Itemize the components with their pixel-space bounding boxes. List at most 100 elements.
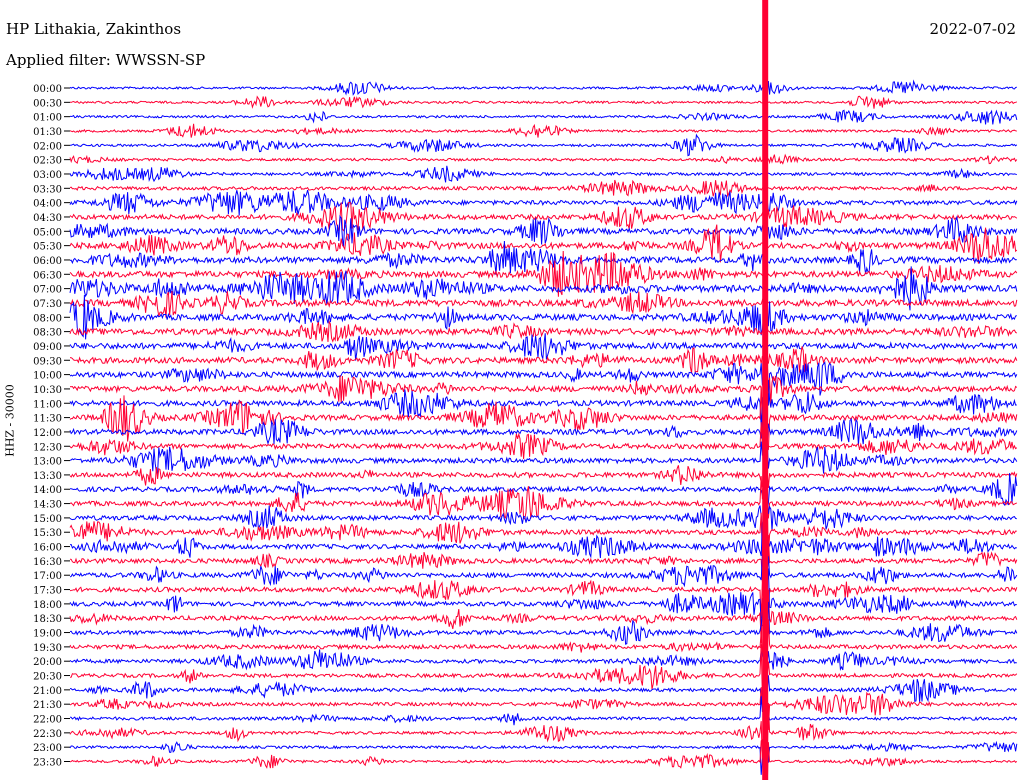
trace-row (69, 738, 1018, 780)
row-time-label: 03:30 (33, 184, 62, 195)
row-time-label: 18:30 (33, 614, 62, 625)
row-time-label: 00:00 (33, 84, 62, 95)
row-time-label: 11:00 (33, 399, 62, 410)
trace-row (69, 453, 1018, 489)
row-time-label: 20:00 (33, 657, 62, 668)
row-time-label: 13:00 (33, 457, 62, 468)
trace-row (69, 406, 1018, 449)
trace-row (69, 266, 1018, 311)
trace-row (69, 601, 1018, 645)
trace-row (69, 79, 1017, 96)
row-time-label: 12:00 (33, 428, 62, 439)
row-time-label: 19:00 (33, 629, 62, 640)
trace-row (69, 619, 1018, 677)
row-time-label: 14:30 (33, 500, 62, 511)
trace-row (69, 504, 1017, 560)
trace-row (69, 333, 1018, 361)
row-time-label: 16:00 (33, 543, 62, 554)
trace-row (69, 153, 1018, 165)
chart-title: HP Lithakia, Zakinthos (6, 20, 182, 38)
trace-row (69, 687, 1018, 731)
trace-row (69, 109, 1018, 125)
row-time-label: 05:30 (33, 242, 62, 253)
row-time-label: 12:30 (33, 442, 62, 453)
row-time-label: 09:30 (33, 356, 62, 367)
row-time-label: 19:30 (33, 643, 62, 654)
row-time-label: 04:30 (33, 213, 62, 224)
trace-row (69, 240, 1017, 275)
row-time-label: 03:00 (33, 170, 62, 181)
row-time-label: 00:30 (33, 98, 62, 109)
row-time-label: 23:00 (33, 743, 62, 754)
row-time-label: 18:00 (33, 600, 62, 611)
row-time-label: 14:00 (33, 485, 62, 496)
row-time-label: 04:00 (33, 199, 62, 210)
chart-subtitle: Applied filter: WWSSN-SP (6, 51, 206, 69)
trace-row (69, 386, 1018, 450)
trace-row (69, 473, 1018, 515)
chart-date: 2022-07-02 (929, 20, 1016, 38)
trace-row (69, 644, 1018, 699)
trace-row (69, 476, 1017, 520)
trace-row (69, 355, 1018, 406)
row-time-label: 06:30 (33, 270, 62, 281)
trace-row (69, 530, 1018, 583)
trace-row (69, 667, 1017, 703)
trace-row (69, 370, 1017, 432)
row-time-label: 21:30 (33, 700, 62, 711)
trace-row (69, 518, 1017, 573)
trace-row (69, 95, 1017, 109)
trace-row (69, 649, 1017, 671)
trace-row (69, 431, 1018, 475)
trace-row (69, 702, 1018, 765)
row-time-label: 09:00 (33, 342, 62, 353)
row-time-label: 07:30 (33, 299, 62, 310)
row-time-label: 06:00 (33, 256, 62, 267)
row-time-label: 08:00 (33, 313, 62, 324)
row-time-label: 20:30 (33, 672, 62, 683)
row-time-label: 16:30 (33, 557, 62, 568)
trace-row (69, 579, 1018, 619)
row-time-label: 11:30 (33, 414, 62, 425)
row-time-label: 01:00 (33, 113, 62, 124)
row-time-label: 02:00 (33, 141, 62, 152)
trace-row (69, 165, 1017, 183)
trace-row (69, 346, 1018, 374)
row-time-label: 22:00 (33, 715, 62, 726)
trace-row (69, 294, 1017, 340)
row-time-label: 15:00 (33, 514, 62, 525)
trace-row (69, 587, 1018, 644)
row-time-label: 07:00 (33, 285, 62, 296)
row-time-label: 05:00 (33, 227, 62, 238)
row-time-label: 13:30 (33, 471, 62, 482)
trace-row (69, 422, 1018, 479)
row-time-label: 17:00 (33, 571, 62, 582)
row-time-label: 01:30 (33, 127, 62, 138)
row-time-label: 08:30 (33, 328, 62, 339)
trace-row (69, 480, 1017, 562)
row-time-label: 22:30 (33, 729, 62, 740)
row-time-label: 21:00 (33, 686, 62, 697)
trace-row (69, 250, 1018, 297)
row-time-label: 10:30 (33, 385, 62, 396)
trace-row (70, 133, 1018, 157)
trace-row (69, 551, 1018, 588)
trace-row (69, 224, 1018, 264)
row-time-label: 23:30 (33, 758, 62, 769)
trace-row (69, 696, 1018, 739)
event-band (762, 0, 769, 780)
trace-row (69, 201, 1018, 232)
trace-row (69, 214, 1018, 247)
trace-row (69, 567, 1017, 627)
row-time-label: 15:30 (33, 528, 62, 539)
row-time-label: 10:00 (33, 371, 62, 382)
trace-row (69, 290, 1018, 318)
trace-row (69, 740, 1018, 777)
trace-row (69, 320, 1018, 343)
trace-row (69, 179, 1018, 198)
row-time-label: 02:30 (33, 156, 62, 167)
trace-row (69, 123, 1017, 138)
row-time-label: 17:30 (33, 586, 62, 597)
